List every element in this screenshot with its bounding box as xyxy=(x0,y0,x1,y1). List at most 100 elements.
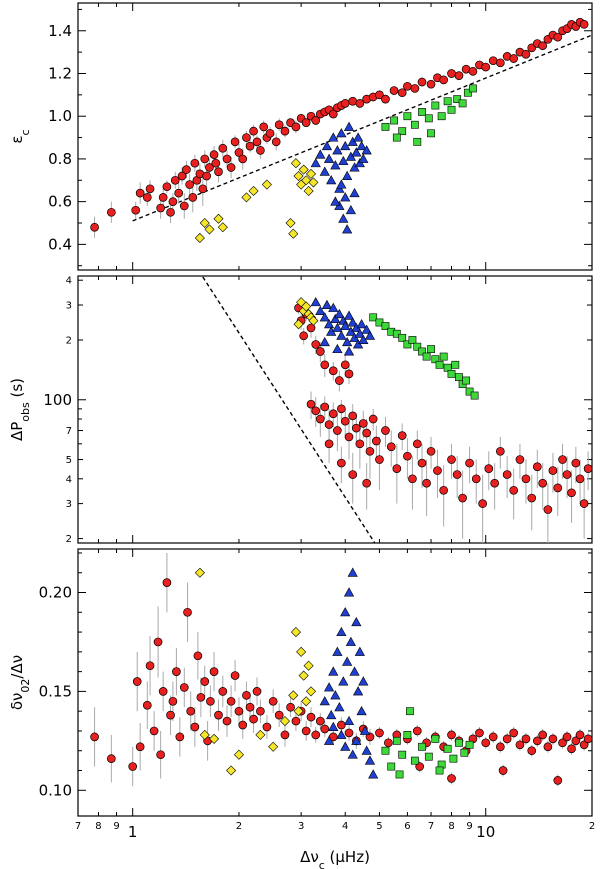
data-point-green xyxy=(398,127,407,136)
data-point-blue xyxy=(359,725,371,735)
y-axis-label-sub: c xyxy=(19,129,32,135)
data-point-red xyxy=(452,470,462,479)
trend-line xyxy=(132,34,592,222)
data-point-yellow xyxy=(199,729,210,740)
data-point-yellow xyxy=(290,627,301,638)
data-point-blue xyxy=(338,676,349,686)
data-point-green xyxy=(447,105,456,114)
data-point-red xyxy=(186,706,196,716)
data-point-yellow xyxy=(233,749,244,760)
data-point-yellow xyxy=(308,315,319,326)
series-green xyxy=(381,84,477,146)
data-point-red xyxy=(389,86,399,95)
data-point-red xyxy=(538,478,548,488)
data-point-yellow xyxy=(288,228,299,239)
data-point-red xyxy=(214,710,223,720)
data-point-red xyxy=(532,462,542,472)
data-point-red xyxy=(375,728,384,738)
data-point-red xyxy=(403,81,412,91)
data-point-red xyxy=(320,724,330,734)
data-point-yellow xyxy=(209,733,220,744)
data-point-red xyxy=(571,458,581,468)
data-point-green xyxy=(418,108,426,116)
data-point-yellow xyxy=(217,222,228,233)
data-point-blue xyxy=(323,735,335,745)
data-point-red xyxy=(344,369,354,379)
data-point-blue xyxy=(361,145,372,155)
data-point-red xyxy=(222,154,232,164)
data-point-blue xyxy=(319,166,330,176)
data-point-yellow xyxy=(290,158,301,169)
data-point-red xyxy=(179,201,189,211)
y-tick-label: 4 xyxy=(66,474,72,485)
data-point-red xyxy=(553,776,563,785)
data-point-green xyxy=(392,736,401,745)
data-point-red xyxy=(333,426,342,435)
data-point-blue xyxy=(332,322,343,332)
data-point-red xyxy=(249,714,258,724)
series-yellow xyxy=(293,297,319,330)
data-point-red xyxy=(575,474,585,484)
data-point-yellow xyxy=(288,690,299,701)
data-point-red xyxy=(135,188,145,198)
y-tick-label: 4 xyxy=(66,276,72,287)
data-point-blue xyxy=(336,330,347,340)
data-point-red xyxy=(447,69,456,78)
y-axis-label-main: ΔP xyxy=(8,422,26,441)
data-point-green xyxy=(431,101,440,110)
data-point-red xyxy=(355,99,365,108)
data-point-red xyxy=(328,366,338,376)
data-point-green xyxy=(418,347,426,356)
data-point-red xyxy=(172,667,181,676)
data-point-blue xyxy=(328,302,339,312)
data-point-yellow xyxy=(301,696,312,707)
data-point-green xyxy=(398,750,407,759)
data-point-yellow xyxy=(194,567,205,578)
data-point-red xyxy=(175,732,185,742)
data-point-red xyxy=(106,754,116,763)
data-point-red xyxy=(553,32,563,42)
data-point-red xyxy=(571,736,581,746)
data-point-blue xyxy=(310,157,321,168)
x-axis-label-main: Δν xyxy=(300,848,319,866)
data-point-blue xyxy=(356,140,367,151)
data-point-blue xyxy=(356,319,367,329)
data-point-yellow xyxy=(293,319,304,330)
data-point-red xyxy=(190,158,200,168)
data-point-red xyxy=(439,75,448,85)
panel-frame xyxy=(77,275,593,544)
data-point-yellow xyxy=(241,192,252,203)
data-point-green xyxy=(387,762,396,771)
y-tick-label: 2 xyxy=(66,335,72,346)
data-point-red xyxy=(337,404,346,414)
data-point-blue xyxy=(340,607,351,617)
data-point-green xyxy=(435,766,444,775)
data-point-blue xyxy=(340,140,351,151)
data-point-blue xyxy=(347,749,358,759)
y-tick-label: 1.2 xyxy=(48,64,72,82)
data-point-green xyxy=(398,333,407,342)
data-point-yellow xyxy=(279,716,290,727)
data-point-red xyxy=(245,141,255,151)
data-point-green xyxy=(410,756,419,765)
data-point-yellow xyxy=(204,224,215,235)
data-point-red xyxy=(315,716,325,726)
data-point-blue xyxy=(356,705,367,716)
y-tick-label: 0.4 xyxy=(48,235,72,253)
data-point-red xyxy=(185,180,195,189)
data-point-red xyxy=(340,360,350,370)
x-tick-label: 1 xyxy=(128,823,138,841)
data-point-red xyxy=(465,458,474,468)
series-yellow xyxy=(194,158,319,243)
data-point-red xyxy=(583,734,592,744)
data-point-red xyxy=(488,56,498,66)
data-point-red xyxy=(468,67,478,76)
data-point-yellow xyxy=(213,213,224,224)
data-point-blue xyxy=(321,299,333,309)
data-point-red xyxy=(422,478,431,488)
data-point-red xyxy=(174,188,184,198)
data-point-red xyxy=(135,742,145,752)
data-point-red xyxy=(256,146,265,155)
y-axis-label-main: δν xyxy=(8,693,26,711)
